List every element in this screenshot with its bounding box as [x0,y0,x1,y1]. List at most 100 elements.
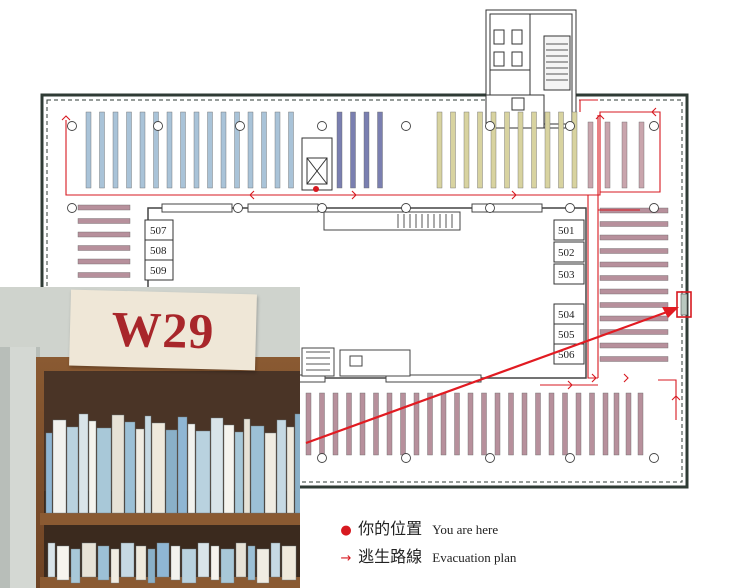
shelf-unit [207,111,213,189]
book-spine [156,542,170,578]
legend-evacuation: → 逃生路線 Evacuation plan [338,543,517,567]
shelf-unit [77,272,131,278]
shelf-unit [504,111,510,189]
book-spine [281,545,297,581]
shelf-unit [153,111,159,189]
book-spine [56,545,70,581]
shelf-unit [193,111,200,189]
shelf-unit [599,261,669,268]
book-spine [165,429,178,514]
book-spine [120,542,135,578]
shelf-unit [350,111,356,189]
legend-you-are-here-en: You are here [432,522,499,537]
shelf-unit [373,392,379,456]
book-spine [276,419,287,514]
shelf-unit [467,392,474,456]
book-spine [264,432,277,514]
legend-evacuation-zh: 逃生路線 [358,547,423,566]
shelf-unit [427,392,433,456]
book-spine [197,542,210,578]
shelf-unit [575,392,582,456]
shelf-unit [450,111,456,189]
shelf-unit [274,111,281,189]
book-spines [45,413,300,584]
shelf-unit [305,392,312,456]
book-spine [47,542,56,578]
column-icon [67,203,77,213]
shelf-unit [548,392,555,456]
legend-you-are-here: ● 你的位置 You are here [338,515,498,539]
pointer-line [305,307,679,445]
evacuation-routes [65,99,677,420]
column-icon [485,203,495,213]
shelf-unit [377,111,383,189]
shelf-unit [126,111,132,189]
legend-evacuation-en: Evacuation plan [432,550,517,565]
book-spine [256,548,270,584]
shelf-unit [490,111,497,189]
book-spine [88,420,97,514]
study-rooms-left: 507 508 509 [144,219,174,281]
shelf-unit [363,111,370,189]
book-spine [177,416,188,514]
shelf-unit [413,392,420,456]
book-spine [187,423,196,514]
shelf-unit [599,342,669,349]
current-location-marker [676,291,692,318]
book-spine [124,421,136,514]
room-503: 503 [558,269,575,281]
book-spine [144,415,152,514]
book-spine [66,426,79,514]
shelf-unit [440,392,447,456]
room-508: 508 [150,245,167,257]
shelf-unit [247,111,254,189]
shelf-unit [621,121,628,189]
book-spine [247,545,256,581]
shelf-photo: W29 [0,287,300,588]
red-dot-icon: ● [340,523,352,538]
room-505: 505 [558,329,575,341]
shelf-unit [99,111,105,189]
shelf-unit [531,111,537,189]
room-506: 506 [558,349,575,361]
shelf-unit [336,111,343,189]
shelf-unit [535,392,541,456]
shelf-unit [77,245,131,251]
shelf-unit [587,121,594,189]
shelf-unit [180,111,186,189]
shelf-unit [77,218,131,224]
book-spine [181,548,197,584]
shelf-unit [604,121,611,189]
shelf-unit [220,111,227,189]
shelf-unit [638,121,645,189]
shelf-unit [613,392,620,456]
column-icon [649,121,659,131]
shelf-unit [400,392,406,456]
shelf-unit [77,258,131,265]
elevator-core [301,137,333,191]
shelf-unit [599,248,669,254]
book-spine [96,427,112,514]
book-spine [135,428,145,514]
shelf-unit [436,111,443,189]
elevator-location-dot [313,186,319,192]
book-spine [111,414,125,514]
book-spine [45,432,53,514]
room-504: 504 [558,309,575,321]
shelf-unit [454,392,460,456]
column-icon [317,203,327,213]
book-spine [195,430,211,514]
shelf-unit [599,288,669,295]
book-spine [78,413,89,514]
shelf-unit [637,392,644,456]
central-atrium [147,203,587,383]
book-spine [250,425,265,514]
column-icon [67,121,77,131]
shelf-unit [166,111,173,189]
shelf-unit [386,392,393,456]
room-507: 507 [150,225,167,237]
book-spine [151,422,166,514]
column-icon [649,453,659,463]
book-spine [243,418,251,514]
shelf-unit [112,111,119,189]
